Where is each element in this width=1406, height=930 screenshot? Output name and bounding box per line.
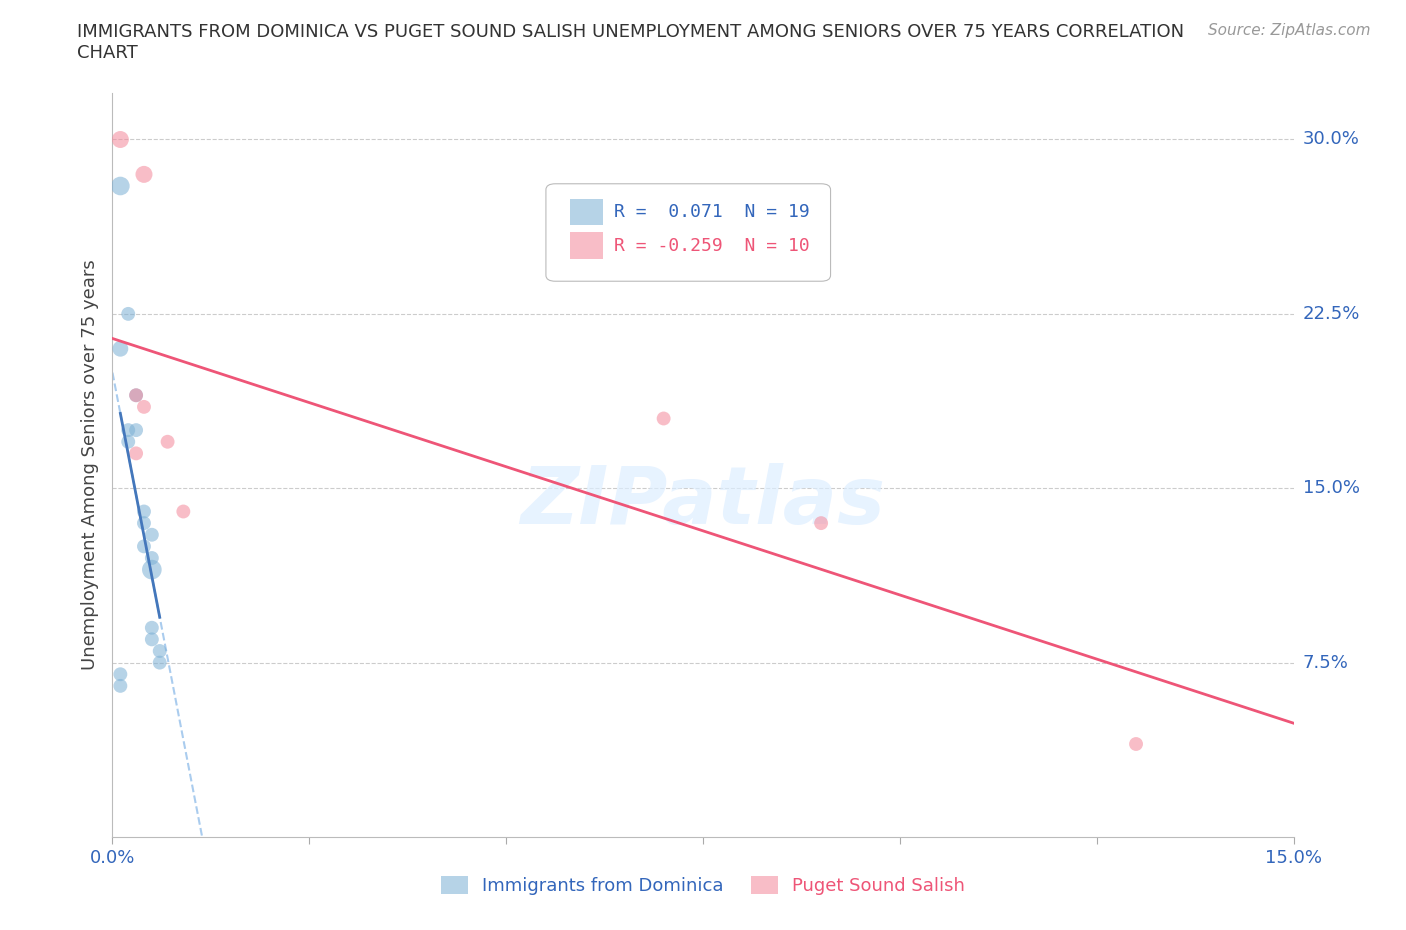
Text: 7.5%: 7.5% (1303, 654, 1348, 671)
Point (141, 527, 163, 542)
Point (172, 504, 194, 519)
Point (110, 667, 132, 682)
Bar (569, 232, 603, 259)
Text: IMMIGRANTS FROM DOMINICA VS PUGET SOUND SALISH UNEMPLOYMENT AMONG SENIORS OVER 7: IMMIGRANTS FROM DOMINICA VS PUGET SOUND … (77, 23, 1184, 41)
Point (110, 679, 132, 694)
Text: R =  0.071  N = 19: R = 0.071 N = 19 (614, 203, 810, 221)
Text: ZIPatlas: ZIPatlas (520, 463, 886, 541)
Text: 15.0%: 15.0% (1303, 479, 1360, 498)
Y-axis label: Unemployment Among Seniors over 75 years: Unemployment Among Seniors over 75 years (80, 259, 98, 671)
FancyBboxPatch shape (546, 184, 831, 281)
Point (110, 132, 132, 147)
Point (125, 388, 148, 403)
Point (117, 422, 139, 438)
Point (132, 400, 155, 415)
Text: CHART: CHART (77, 44, 138, 61)
Point (141, 551, 163, 565)
Point (149, 644, 172, 658)
Point (125, 445, 148, 460)
Text: Source: ZipAtlas.com: Source: ZipAtlas.com (1208, 23, 1371, 38)
Point (132, 539, 155, 554)
Point (156, 434, 179, 449)
Point (810, 515, 832, 530)
Point (125, 422, 148, 438)
Point (132, 167, 155, 182)
Point (117, 307, 139, 322)
Point (132, 515, 155, 530)
Point (125, 388, 148, 403)
Point (110, 179, 132, 193)
Point (1125, 737, 1147, 751)
Text: 22.5%: 22.5% (1303, 305, 1361, 323)
Legend: Immigrants from Dominica, Puget Sound Salish: Immigrants from Dominica, Puget Sound Sa… (433, 869, 973, 902)
Point (141, 632, 163, 647)
Point (110, 341, 132, 356)
Point (132, 504, 155, 519)
Point (652, 411, 675, 426)
Point (117, 434, 139, 449)
Point (141, 562, 163, 577)
Text: R = -0.259  N = 10: R = -0.259 N = 10 (614, 236, 810, 255)
Text: 30.0%: 30.0% (1303, 130, 1360, 149)
Bar (569, 199, 603, 225)
Point (141, 620, 163, 635)
Point (149, 656, 172, 671)
